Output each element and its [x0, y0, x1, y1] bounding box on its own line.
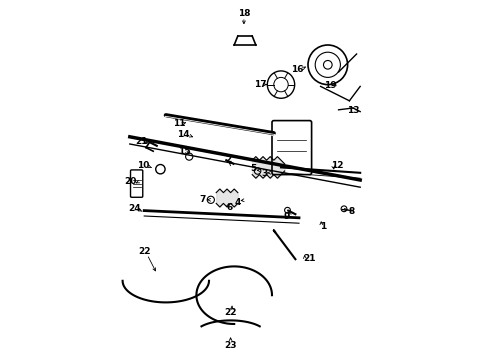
Text: 22: 22 [224, 308, 237, 317]
Text: 7: 7 [199, 195, 205, 204]
Text: 9: 9 [284, 212, 290, 220]
Text: 4: 4 [235, 198, 241, 207]
Text: 14: 14 [177, 130, 190, 139]
Text: 8: 8 [348, 207, 355, 216]
Text: 21: 21 [303, 254, 316, 263]
Text: 24: 24 [128, 204, 141, 213]
Text: 18: 18 [238, 9, 250, 18]
Text: 13: 13 [347, 106, 359, 115]
Text: 3: 3 [262, 168, 268, 178]
Text: 16: 16 [291, 66, 303, 75]
Text: 22: 22 [138, 247, 150, 256]
Text: 15: 15 [177, 148, 190, 157]
Text: 17: 17 [254, 80, 267, 89]
Text: 12: 12 [331, 161, 343, 170]
Text: 5: 5 [250, 164, 257, 173]
Text: 2: 2 [225, 155, 231, 163]
Text: 10: 10 [137, 161, 149, 170]
Text: 19: 19 [324, 81, 337, 90]
Text: 1: 1 [320, 222, 327, 231]
Text: 21: 21 [135, 137, 147, 146]
Text: 6: 6 [226, 202, 232, 212]
Text: 11: 11 [173, 119, 186, 128]
Text: 20: 20 [124, 177, 137, 186]
Text: 23: 23 [224, 341, 237, 350]
